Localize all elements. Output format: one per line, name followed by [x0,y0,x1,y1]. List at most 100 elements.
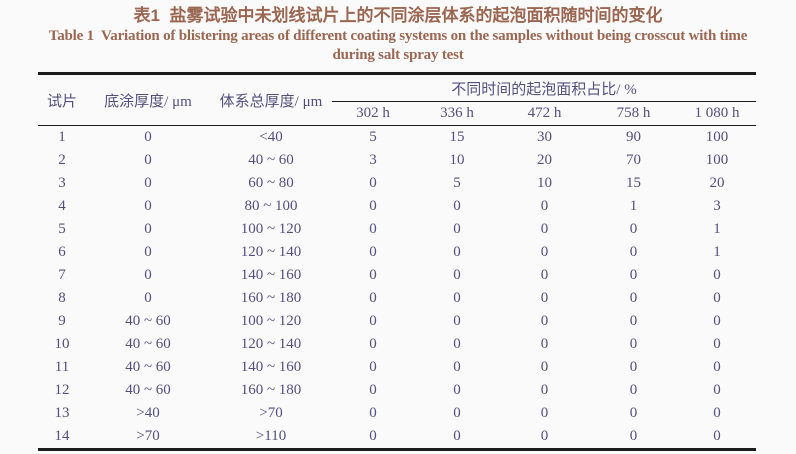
cell: 0 [369,198,377,214]
cell: 0 [540,428,549,444]
cell: 10 [54,336,70,352]
table-row: 2 0 40 ~ 60 3 10 20 70 100 [38,149,756,172]
cell: 0 [369,244,377,260]
table-row: 1 0 <40 5 15 30 90 100 [38,126,756,150]
cell: 0 [713,405,721,421]
table-row: 6 0 120 ~ 140 0 0 0 0 1 [38,241,756,264]
cell: 0 [144,175,152,191]
table-title-english-line1: Table 1 Variation of blistering areas of… [48,28,748,44]
cell: 0 [453,405,461,421]
cell: 40 ~ 60 [125,382,171,398]
cell: 0 [453,221,461,237]
cell: <40 [259,129,283,145]
cell: 0 [453,244,461,260]
cell: 5 [453,175,461,191]
cell: 9 [58,313,66,329]
cell: 13 [54,405,70,421]
table-row: 8 0 160 ~ 180 0 0 0 0 0 [38,287,756,310]
col-header-time-1080h: 1 080 h [678,101,757,126]
cell: 0 [144,267,152,283]
cell: 100 [705,152,729,168]
cell: 0 [369,313,377,329]
table-row: 10 40 ~ 60 120 ~ 140 0 0 0 0 0 [38,333,756,356]
cell: 1 [713,221,721,237]
cell: 0 [713,428,721,444]
col-header-time-758h: 758 h [589,101,678,126]
table-row: 9 40 ~ 60 100 ~ 120 0 0 0 0 0 [38,310,756,333]
cell: 100 ~ 120 [240,313,302,329]
cell: 0 [713,290,721,306]
cell: 120 ~ 140 [240,336,302,352]
cell: 0 [540,244,549,260]
cell: 5 [58,221,66,237]
cell: 0 [369,175,377,191]
cell: 0 [144,221,152,237]
cell: 40 ~ 60 [125,336,171,352]
cell: 0 [144,152,152,168]
table-header: 试片 底涂厚度/ μm 体系总厚度/ μm 不同时间的起泡面积占比/ % 302… [38,73,757,126]
cell: >70 [259,405,283,421]
cell: 0 [629,382,638,398]
table-row: 12 40 ~ 60 160 ~ 180 0 0 0 0 0 [38,379,756,402]
cell: 0 [629,221,638,237]
cell: 0 [453,198,461,214]
table-row: 11 40 ~ 60 140 ~ 160 0 0 0 0 0 [38,356,756,379]
col-header-time-472h: 472 h [500,101,589,126]
table-title-english-line2: during salt spray test [332,47,464,63]
cell: 0 [369,428,377,444]
col-header-total-thickness: 体系总厚度/ μm [210,73,332,126]
cell: 2 [58,152,66,168]
table-title-chinese: 表1 盐雾试验中未划线试片上的不同涂层体系的起泡面积随时间的变化 [133,6,663,25]
cell: 15 [449,129,465,145]
cell: 1 [58,129,66,145]
cell: 0 [540,221,549,237]
cell: 0 [453,336,461,352]
cell: 0 [540,405,549,421]
cell: >110 [255,428,287,444]
cell: 14 [54,428,70,444]
cell: 20 [709,175,725,191]
cell: >40 [136,405,160,421]
cell: 90 [626,129,641,145]
cell: 100 ~ 120 [240,221,302,237]
cell: 4 [58,198,66,214]
cell: 0 [629,359,638,375]
cell: 0 [453,382,461,398]
cell: 0 [540,359,549,375]
cell: 60 ~ 80 [248,175,294,191]
cell: 0 [713,313,721,329]
cell: 40 ~ 60 [248,152,294,168]
cell: 100 [705,129,729,145]
cell: 0 [369,290,377,306]
cell: 3 [713,198,721,214]
cell: 140 ~ 160 [240,359,302,375]
table-row: 13 >40 >70 0 0 0 0 0 [38,402,756,425]
cell: 5 [369,129,377,145]
cell: 0 [540,198,549,214]
cell: 40 ~ 60 [125,359,171,375]
cell: 40 ~ 60 [125,313,171,329]
cell: 0 [713,336,721,352]
cell: 8 [58,290,66,306]
cell: 0 [540,382,549,398]
cell: 10 [449,152,465,168]
col-header-sample: 试片 [38,73,86,126]
cell: 1 [713,244,721,260]
cell: 0 [629,405,638,421]
cell: 0 [629,336,638,352]
cell: 120 ~ 140 [240,244,302,260]
cell: 0 [713,359,721,375]
cell: 80 ~ 100 [244,198,298,214]
cell: 0 [369,221,377,237]
cell: 0 [369,405,377,421]
cell: 0 [144,129,152,145]
cell: 0 [369,336,377,352]
cell: 160 ~ 180 [240,290,302,306]
header-row-times: 302 h 336 h 472 h 758 h 1 080 h [38,101,757,126]
cell: 15 [626,175,641,191]
cell: 12 [54,382,70,398]
cell: 0 [629,290,638,306]
cell: 0 [713,267,721,283]
cell: 0 [540,290,549,306]
